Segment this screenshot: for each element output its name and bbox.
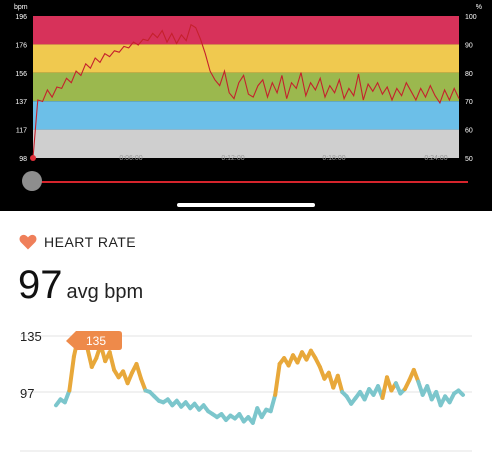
zone-band-1 [33,16,459,45]
left-axis-unit: bpm [14,4,28,11]
right-tick: 60 [465,128,473,135]
heart-rate-segment [139,376,148,393]
time-tick: 0:06:00 [119,155,142,162]
right-tick: 70 [465,99,473,106]
left-tick: 196 [15,14,27,21]
heart-rate-zone-line [32,23,460,159]
y-label-97: 97 [20,386,34,401]
timeline-scrubber-handle[interactable] [22,171,42,191]
max-callout: 135 [66,331,122,350]
heart-rate-segment [335,373,345,394]
zone-band-5 [33,129,459,158]
max-callout-badge [66,331,122,350]
heart-rate-title: HEART RATE [44,234,137,250]
heart-rate-segment [85,345,94,369]
time-tick: 0:18:00 [322,155,345,162]
heart-rate-chart: 135 97 135 [20,329,472,452]
right-tick: 50 [465,156,473,163]
right-tick: 80 [465,71,473,78]
heart-icon [19,234,37,250]
average-bpm-unit: avg bpm [66,281,144,303]
zone-chart-panel: bpm% 196 176 156 137 117 98 100 90 80 70 60 50 0:06:0… [0,0,492,211]
heart-rate-segment [107,350,117,372]
heart-rate-segment [273,362,282,397]
left-tick: 98 [19,156,27,163]
time-tick: 0:24:00 [424,155,447,162]
heart-rate-segment [134,362,143,381]
zone-band-2 [33,44,459,73]
heart-rate-segment [62,388,72,405]
left-tick: 176 [15,42,27,49]
heart-rate-segment [456,388,465,397]
right-tick: 100 [465,14,477,21]
average-heart-rate: 97 avg bpm [18,263,143,308]
timeline-scrubber-track[interactable] [40,181,468,183]
y-label-135: 135 [20,329,42,344]
right-axis-unit: % [476,4,482,11]
zone-band-4 [33,101,459,130]
left-tick: 117 [16,128,27,135]
home-indicator[interactable] [177,203,315,207]
heart-rate-zone-chart: bpm % 196 176 156 137 117 98 100 90 80 70 60 50 0:06:0… [14,4,482,163]
heart-rate-segment [268,392,278,414]
left-tick: 156 [15,71,27,78]
time-tick: 0:12:00 [221,155,244,162]
left-tick: 137 [15,99,27,106]
average-bpm-value: 97 [18,263,63,307]
heart-rate-section-header: HEART RATE [19,233,136,251]
right-tick: 90 [465,42,473,49]
max-callout-label: 135 [86,334,106,348]
heart-rate-segment [67,354,76,393]
heart-rate-start-dot [30,155,36,161]
heart-rate-segment [411,367,421,384]
